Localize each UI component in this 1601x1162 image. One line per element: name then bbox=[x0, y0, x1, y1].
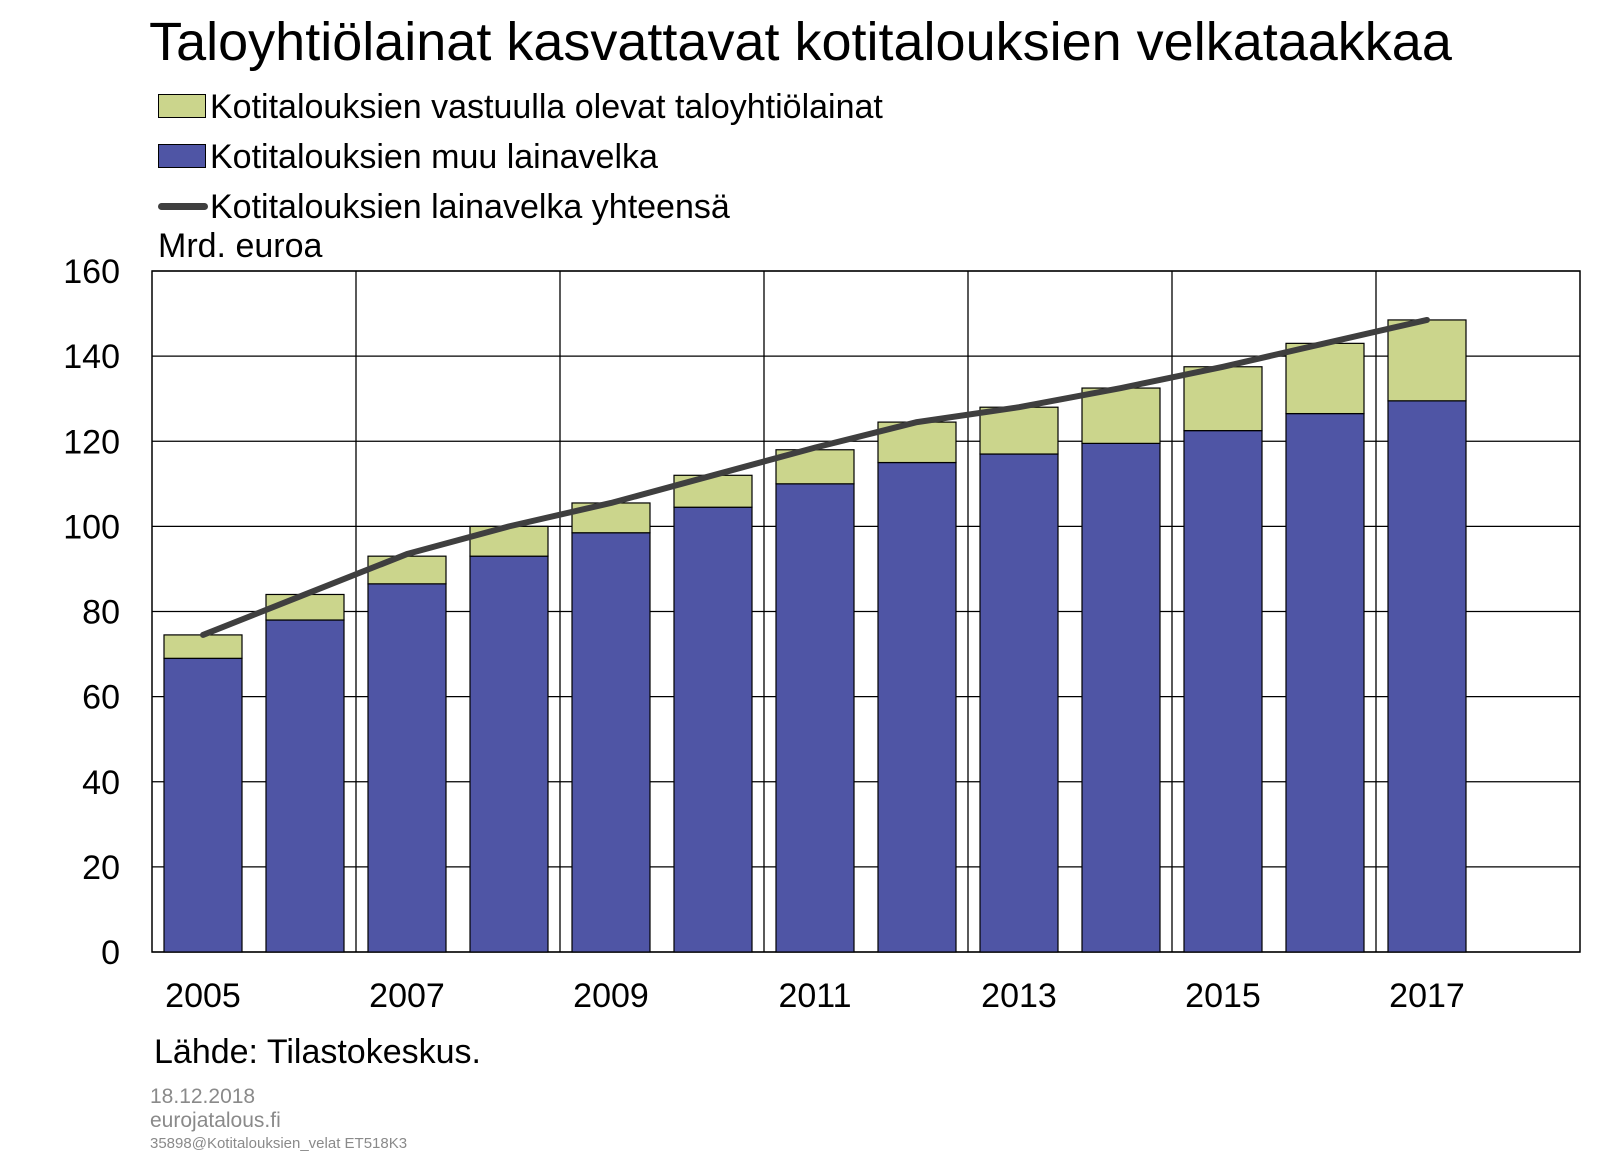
x-tick-label: 2013 bbox=[981, 977, 1057, 1015]
bar-housing-company-loans bbox=[1285, 342, 1365, 415]
bar-housing-company-loans bbox=[1081, 387, 1161, 444]
footer-code: 35898@Kotitalouksien_velat ET518K3 bbox=[150, 1135, 408, 1152]
bar-other-loan-debt bbox=[979, 453, 1059, 953]
x-tick-label: 2015 bbox=[1185, 977, 1261, 1015]
bar-other-loan-debt bbox=[1183, 430, 1263, 953]
line-total-loan-debt bbox=[200, 316, 1430, 638]
bar-other-loan-debt bbox=[1285, 412, 1365, 953]
source-note: Lähde: Tilastokeskus. bbox=[154, 1033, 481, 1071]
bar-other-loan-debt bbox=[163, 657, 243, 953]
bar-other-loan-debt bbox=[877, 461, 957, 953]
chart-plot: 0 20 40 60 80 100 120 140 160 2005 2007 2009 2011 201… bbox=[63, 253, 1581, 1015]
legend-swatch-housing-company-loans bbox=[158, 94, 206, 118]
legend-swatch-other-loan-debt bbox=[158, 144, 206, 168]
x-tick-label: 2007 bbox=[369, 977, 445, 1015]
bar-other-loan-debt bbox=[775, 483, 855, 953]
bar-other-loan-debt bbox=[265, 619, 345, 953]
x-tick-label: 2005 bbox=[165, 977, 241, 1015]
y-tick-label: 120 bbox=[63, 423, 120, 461]
legend-label-total-loan-debt: Kotitalouksien lainavelka yhteensä bbox=[210, 188, 730, 226]
y-tick-label: 80 bbox=[82, 594, 120, 632]
bar-other-loan-debt bbox=[571, 532, 651, 953]
y-tick-label: 60 bbox=[82, 679, 120, 717]
y-axis-unit-label: Mrd. euroa bbox=[158, 227, 323, 265]
bar-other-loan-debt bbox=[1387, 400, 1467, 953]
x-tick-label: 2017 bbox=[1389, 977, 1465, 1015]
y-tick-label: 140 bbox=[63, 338, 120, 376]
bar-housing-company-loans bbox=[367, 555, 447, 585]
bar-other-loan-debt bbox=[1081, 442, 1161, 953]
x-tick-label: 2011 bbox=[778, 977, 851, 1015]
y-tick-label: 0 bbox=[101, 934, 120, 972]
y-tick-label: 40 bbox=[82, 764, 120, 802]
legend-label-other-loan-debt: Kotitalouksien muu lainavelka bbox=[210, 138, 658, 176]
bar-housing-company-loans bbox=[163, 634, 243, 659]
bar-housing-company-loans bbox=[1387, 319, 1467, 402]
legend-swatch-total-loan-debt bbox=[158, 203, 208, 210]
bar-housing-company-loans bbox=[1183, 366, 1263, 432]
legend-label-housing-company-loans: Kotitalouksien vastuulla olevat taloyhti… bbox=[210, 88, 883, 126]
chart-title: Taloyhtiölainat kasvattavat kotitalouksi… bbox=[149, 12, 1452, 72]
bar-housing-company-loans bbox=[979, 406, 1059, 455]
footer-site: eurojatalous.fi bbox=[150, 1109, 281, 1132]
y-tick-label: 100 bbox=[63, 508, 120, 546]
x-tick-label: 2009 bbox=[573, 977, 649, 1015]
plot-border bbox=[151, 270, 1581, 953]
y-tick-label: 160 bbox=[63, 253, 120, 291]
footer-date: 18.12.2018 bbox=[150, 1085, 256, 1108]
bar-other-loan-debt bbox=[367, 583, 447, 953]
y-tick-label: 20 bbox=[82, 849, 120, 887]
bar-other-loan-debt bbox=[469, 555, 549, 953]
bar-other-loan-debt bbox=[673, 506, 753, 953]
